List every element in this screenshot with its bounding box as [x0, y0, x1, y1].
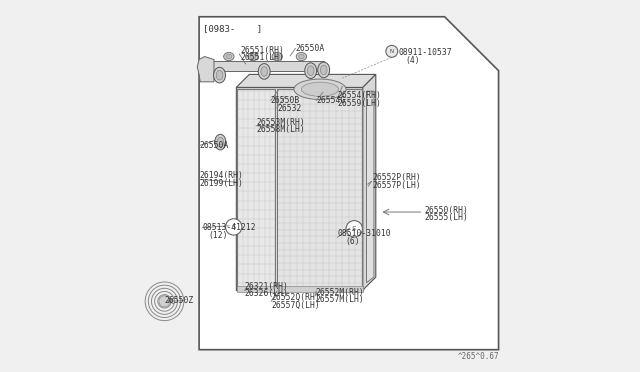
Text: 26552Q(RH): 26552Q(RH) — [271, 293, 321, 302]
Text: 26321(RH): 26321(RH) — [245, 282, 289, 291]
Text: 26194(RH): 26194(RH) — [199, 171, 243, 180]
Text: 26551(LH): 26551(LH) — [240, 53, 284, 62]
Polygon shape — [367, 91, 374, 283]
Text: (12): (12) — [209, 231, 228, 240]
Text: (4): (4) — [406, 56, 420, 65]
Text: 26550(RH): 26550(RH) — [424, 206, 468, 215]
Text: S: S — [352, 226, 356, 232]
Ellipse shape — [294, 79, 346, 100]
Ellipse shape — [275, 54, 280, 59]
Text: 26550B: 26550B — [271, 96, 300, 105]
Ellipse shape — [216, 70, 223, 80]
Ellipse shape — [250, 54, 256, 59]
Ellipse shape — [259, 64, 270, 79]
Text: N: N — [390, 49, 394, 54]
Polygon shape — [363, 74, 376, 290]
Text: 26326(LH): 26326(LH) — [245, 289, 289, 298]
Text: S: S — [232, 224, 236, 230]
Polygon shape — [236, 87, 363, 290]
Ellipse shape — [217, 137, 223, 147]
Ellipse shape — [272, 52, 282, 61]
Text: 26554G: 26554G — [316, 96, 346, 105]
Text: (6): (6) — [346, 237, 360, 246]
Text: 26552M(RH): 26552M(RH) — [316, 288, 364, 296]
Text: 26550A: 26550A — [296, 44, 325, 53]
Ellipse shape — [299, 54, 304, 59]
Text: 08513-41212: 08513-41212 — [202, 223, 256, 232]
Text: 26553M(RH): 26553M(RH) — [257, 118, 305, 126]
Text: 26559(LH): 26559(LH) — [338, 99, 381, 108]
Circle shape — [159, 296, 170, 307]
Text: 26552P(RH): 26552P(RH) — [372, 173, 421, 182]
Text: 26550A: 26550A — [199, 141, 228, 150]
Text: 26557P(LH): 26557P(LH) — [372, 181, 421, 190]
Ellipse shape — [214, 67, 225, 83]
Text: 26551(RH): 26551(RH) — [240, 46, 284, 55]
Polygon shape — [277, 89, 362, 288]
Ellipse shape — [261, 67, 268, 76]
Text: 26558M(LH): 26558M(LH) — [257, 125, 305, 134]
Circle shape — [386, 45, 397, 57]
Polygon shape — [236, 74, 376, 87]
Text: 26199(LH): 26199(LH) — [199, 179, 243, 187]
Text: 26555(LH): 26555(LH) — [424, 213, 468, 222]
Ellipse shape — [296, 52, 307, 61]
Ellipse shape — [318, 62, 330, 78]
Text: 26532: 26532 — [277, 104, 301, 113]
Text: 08911-10537: 08911-10537 — [398, 48, 452, 57]
Circle shape — [225, 219, 242, 235]
Text: ^265^0.67: ^265^0.67 — [458, 352, 499, 361]
Ellipse shape — [321, 65, 327, 75]
Ellipse shape — [215, 134, 226, 150]
Text: 26557Q(LH): 26557Q(LH) — [271, 301, 321, 310]
Ellipse shape — [223, 52, 234, 61]
Polygon shape — [237, 286, 363, 292]
Ellipse shape — [248, 52, 259, 61]
Ellipse shape — [226, 54, 232, 59]
Text: 08510-31010: 08510-31010 — [338, 229, 392, 238]
Polygon shape — [199, 17, 499, 350]
Text: 26554(RH): 26554(RH) — [338, 92, 381, 100]
Ellipse shape — [307, 66, 314, 76]
Polygon shape — [212, 61, 324, 71]
Polygon shape — [237, 89, 275, 288]
Text: [0983-    ]: [0983- ] — [203, 24, 262, 33]
Polygon shape — [197, 57, 214, 82]
Text: 26550Z: 26550Z — [165, 296, 194, 305]
Ellipse shape — [301, 82, 339, 96]
Ellipse shape — [305, 63, 317, 78]
Text: 26557M(LH): 26557M(LH) — [316, 295, 364, 304]
Circle shape — [346, 221, 362, 237]
